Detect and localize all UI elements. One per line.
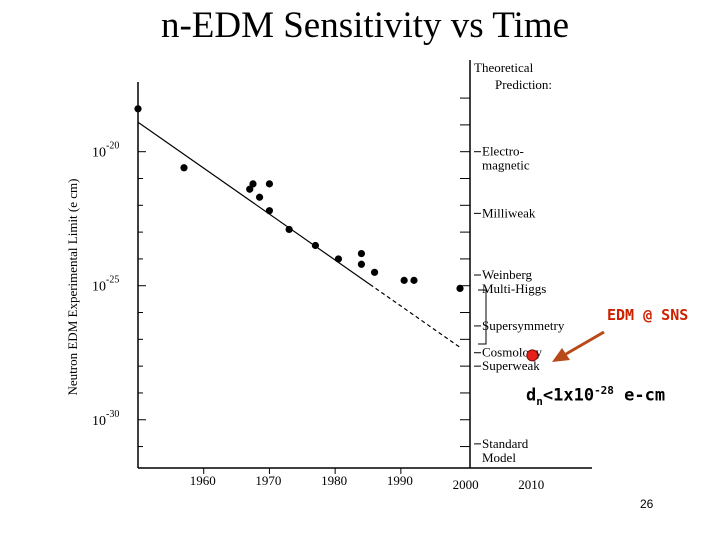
data-point <box>255 193 264 201</box>
y-tick-label: 10-30 <box>92 409 119 429</box>
theory-entry-label: Standard <box>482 436 529 451</box>
sns-arrow-head <box>552 348 570 362</box>
data-point <box>265 180 274 188</box>
sns-pre: <1x10 <box>542 385 595 406</box>
x-tick-label-extra: 2010 <box>518 477 544 492</box>
y-tick-label: 10-20 <box>92 141 119 161</box>
slide-number: 26 <box>640 497 654 511</box>
theory-entry-label: Weinberg <box>482 267 532 282</box>
data-point <box>311 241 320 250</box>
theory-entry-label: Supersymmetry <box>482 318 565 333</box>
trend-line <box>137 121 371 285</box>
sns-exp: -28 <box>594 384 614 397</box>
theory-entry-label: Superweak <box>482 358 540 373</box>
sns-sub: n <box>536 395 543 409</box>
x-tick-label: 1980 <box>321 473 347 488</box>
trend-line-extrapolated <box>369 283 461 348</box>
data-point <box>265 207 274 215</box>
slide-title: n-EDM Sensitivity vs Time <box>160 5 570 46</box>
theory-heading-line2: Prediction: <box>495 77 552 92</box>
theory-entry-label: Electro- <box>482 144 524 159</box>
theory-range-bracket <box>478 289 487 345</box>
sns-sensitivity-label: dn<1x10-28 e-cm <box>526 384 665 408</box>
data-point <box>134 105 142 113</box>
x-tick-label: 1970 <box>255 473 281 488</box>
theory-entry-label-2: Multi-Higgs <box>482 281 546 296</box>
sns-label: EDM @ SNS <box>607 306 689 324</box>
sns-d: d <box>526 385 537 406</box>
data-point <box>246 185 254 193</box>
data-point <box>180 164 188 172</box>
x-tick-label-extra: 2000 <box>453 477 479 492</box>
sns-point <box>526 349 539 362</box>
theory-entry-label-2: magnetic <box>482 158 530 173</box>
data-point <box>400 276 408 284</box>
y-tick-label: 10-25 <box>92 275 119 295</box>
y-axis-label: Neutron EDM Experimental Limit (e cm) <box>65 179 80 396</box>
theory-entry-label: Milliweak <box>482 205 536 220</box>
sns-arrow-shaft <box>565 330 605 356</box>
data-point <box>285 225 293 234</box>
data-point <box>357 249 366 258</box>
data-point <box>249 180 257 188</box>
data-point <box>357 260 366 268</box>
data-point <box>334 255 343 263</box>
x-tick-label: 1960 <box>190 473 216 488</box>
theory-heading-line1: Theoretical <box>474 60 534 75</box>
x-tick-label: 1990 <box>387 473 413 488</box>
sns-unit: e-cm <box>613 385 666 406</box>
theory-entry-label-2: Model <box>482 450 516 465</box>
data-point <box>456 284 464 293</box>
data-point <box>410 276 418 284</box>
data-point <box>370 268 379 276</box>
